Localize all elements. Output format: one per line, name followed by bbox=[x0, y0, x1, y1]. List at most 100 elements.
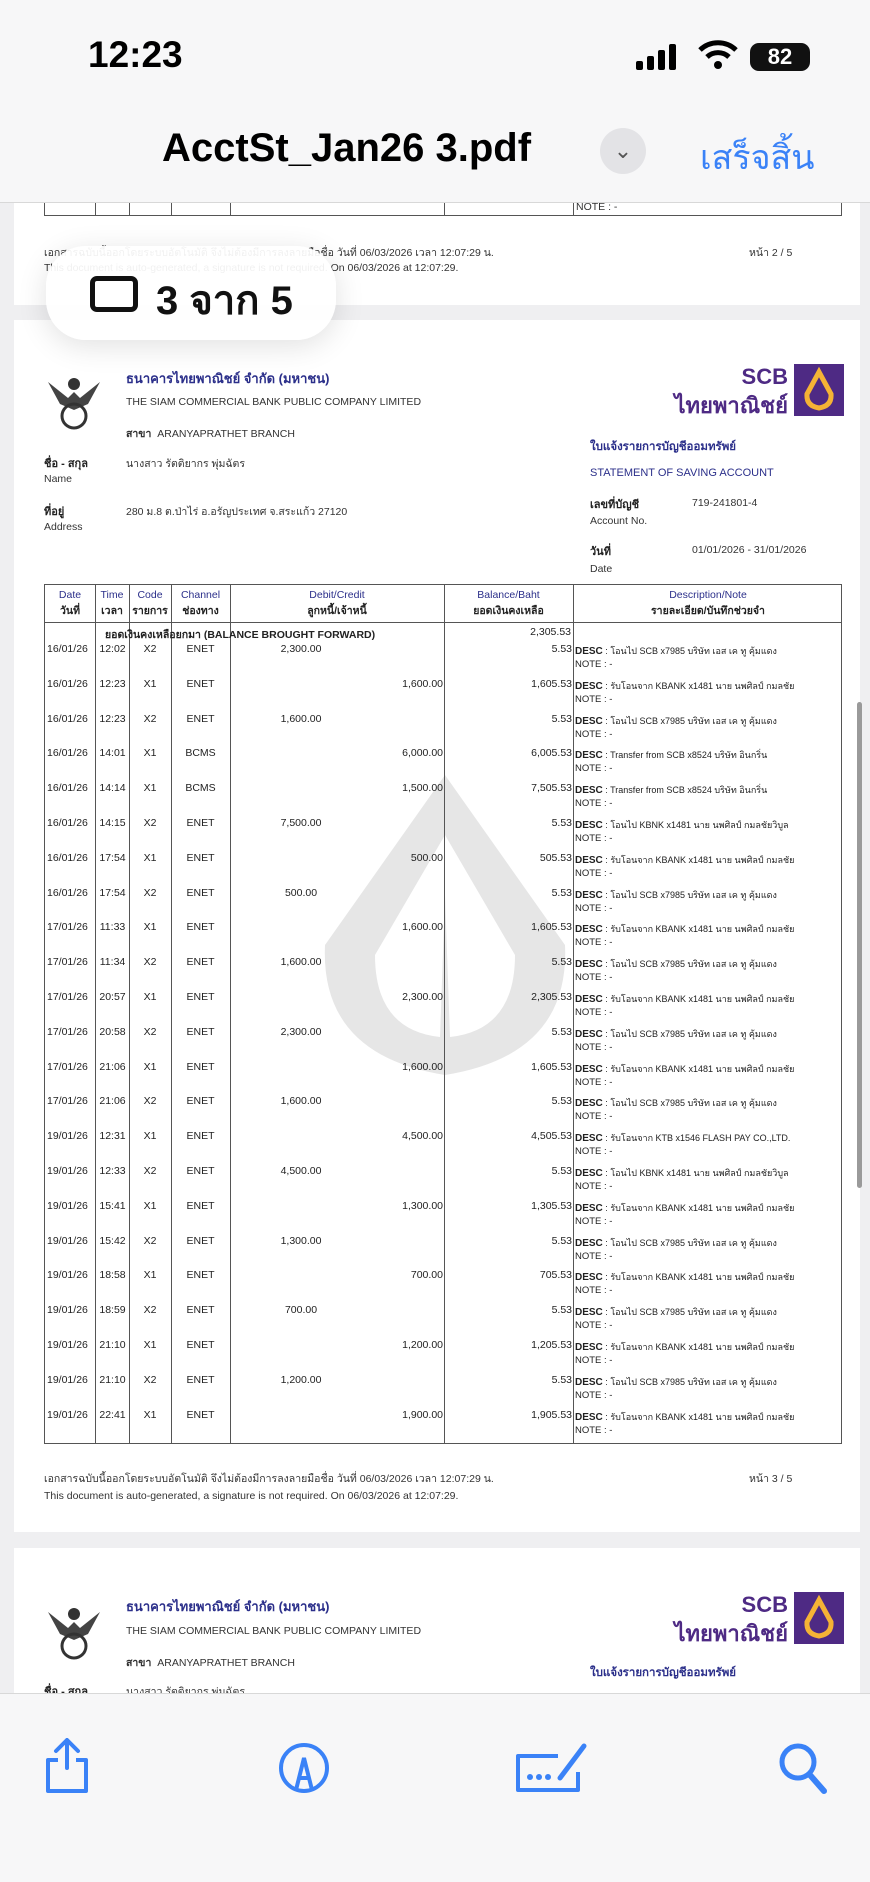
credit-cell: 1,500.00 bbox=[402, 782, 443, 795]
note-cell: NOTE : - bbox=[575, 1389, 613, 1401]
scb-watermark-icon bbox=[324, 775, 566, 1075]
balance-cell: 5.53 bbox=[551, 1304, 572, 1317]
table-row: 16/01/26 14:15 X2 ENET 7,500.00 5.53 DESC : โอ… bbox=[45, 815, 843, 850]
note-cell: NOTE : - bbox=[575, 902, 613, 914]
table-row: 16/01/26 12:23 X1 ENET 1,600.00 1,605.53 DESC … bbox=[45, 676, 843, 711]
scb-leaf-icon bbox=[794, 364, 844, 416]
note-cell: NOTE : - bbox=[575, 1285, 613, 1297]
description-cell: DESC : โอนไป SCB x7985 บริษัท เอส เค ทู … bbox=[575, 1237, 777, 1249]
page-number: หน้า 2 / 5 bbox=[749, 247, 793, 259]
date-cell: 19/01/26 bbox=[47, 1304, 88, 1317]
balance-cell: 1,605.53 bbox=[531, 677, 572, 690]
account-number: 719-241801-4 bbox=[692, 497, 758, 509]
scb-logo: SCB ไทยพาณิชย์ bbox=[674, 364, 844, 418]
description-cell: DESC : รับโอนจาก KBANK x1481 นาย นพศิลป์… bbox=[575, 854, 795, 866]
date-cell: 16/01/26 bbox=[47, 747, 88, 760]
time-cell: 17:54 bbox=[99, 886, 126, 899]
fill-sign-icon[interactable] bbox=[514, 1742, 590, 1794]
transaction-table: Date วันที่ Time เวลา Code รายการ Channel ช่องท… bbox=[44, 584, 842, 1444]
note-cell: NOTE : - bbox=[575, 937, 613, 949]
time-cell: 21:06 bbox=[99, 1095, 126, 1108]
balance-cell: 5.53 bbox=[551, 643, 572, 655]
code-cell: X2 bbox=[143, 712, 157, 725]
note-cell: NOTE : - bbox=[575, 1320, 613, 1332]
time-cell: 21:10 bbox=[99, 1339, 126, 1351]
description-cell: DESC : โอนไป SCB x7985 บริษัท เอส เค ทู … bbox=[575, 646, 777, 657]
code-cell: X2 bbox=[143, 643, 157, 655]
credit-cell: 1,200.00 bbox=[402, 1339, 443, 1351]
date-cell: 19/01/26 bbox=[47, 1130, 88, 1143]
chevron-down-icon[interactable]: ⌄ bbox=[600, 128, 646, 174]
time-cell: 20:58 bbox=[99, 1025, 126, 1038]
column-header-th: รายละเอียด/บันทึกช่วยจำ bbox=[651, 605, 765, 617]
note-cell: NOTE : - bbox=[575, 1111, 613, 1123]
sidebar-icon bbox=[90, 276, 138, 312]
name-label-th: ชื่อ - สกุล bbox=[44, 458, 88, 470]
column-header-en: Time bbox=[100, 589, 124, 601]
code-cell: X2 bbox=[143, 886, 157, 899]
balance-cell: 5.53 bbox=[551, 886, 572, 899]
table-row: 16/01/26 12:23 X2 ENET 1,600.00 5.53 DESC : โอ… bbox=[45, 711, 843, 746]
description-cell: DESC : โอนไป KBNK x1481 นาย นพศิลป์ กมลช… bbox=[575, 820, 789, 831]
description-cell: DESC : Transfer from SCB x8524 บริษัท อิ… bbox=[575, 750, 768, 762]
time-cell: 11:34 bbox=[99, 956, 126, 969]
time-cell: 15:42 bbox=[99, 1234, 126, 1247]
date-label-en: Date bbox=[590, 563, 613, 575]
search-icon[interactable] bbox=[778, 1742, 830, 1796]
debit-cell: 7,500.00 bbox=[280, 817, 322, 829]
description-cell: DESC : รับโอนจาก KBANK x1481 นาย นพศิลป์… bbox=[575, 1342, 795, 1353]
column-header-th: ลูกหนี้/เจ้าหนี้ bbox=[307, 605, 367, 617]
document-title[interactable]: AcctSt_Jan26 3.pdf bbox=[162, 126, 532, 170]
channel-cell: ENET bbox=[186, 677, 215, 690]
column-header-th: ช่องทาง bbox=[182, 605, 219, 617]
scrollbar[interactable] bbox=[857, 702, 862, 1188]
description-cell: DESC : Transfer from SCB x8524 บริษัท อิ… bbox=[575, 785, 768, 797]
debit-cell: 500.00 bbox=[284, 886, 318, 899]
done-button[interactable]: เสร็จสิ้น bbox=[700, 139, 815, 177]
balance-cell: 6,005.53 bbox=[531, 747, 572, 760]
share-icon[interactable] bbox=[42, 1738, 92, 1794]
note-cell: NOTE : - bbox=[575, 1355, 613, 1366]
table-row: 17/01/26 20:58 X2 ENET 2,300.00 5.53 DESC : โอ… bbox=[45, 1024, 843, 1059]
table-row: 19/01/26 21:10 X2 ENET 1,200.00 5.53 DESC : โอ… bbox=[45, 1372, 843, 1407]
note-cell: NOTE : - bbox=[575, 798, 613, 810]
time-cell: 18:59 bbox=[99, 1304, 126, 1317]
name-label-en: Name bbox=[44, 473, 73, 485]
time-cell: 14:01 bbox=[99, 747, 126, 760]
column-header-en: Date bbox=[58, 589, 82, 601]
date-cell: 19/01/26 bbox=[47, 1199, 88, 1212]
table-row: 17/01/26 11:33 X1 ENET 1,600.00 1,605.53 DESC … bbox=[45, 919, 843, 954]
table-row: 19/01/26 15:42 X2 ENET 1,300.00 5.53 DESC : โอ… bbox=[45, 1233, 843, 1268]
note-cell: NOTE : - bbox=[575, 1215, 613, 1227]
wifi-icon bbox=[698, 40, 738, 69]
note-cell: NOTE : - bbox=[575, 1250, 613, 1262]
page-indicator[interactable]: 3 จาก 5 bbox=[46, 246, 336, 340]
time-cell: 12:23 bbox=[99, 677, 126, 690]
note-cell: NOTE : - bbox=[575, 659, 613, 670]
date-cell: 17/01/26 bbox=[47, 1025, 88, 1038]
customer-address: 280 ม.8 ต.ป่าไร่ อ.อรัญประเทศ จ.สระแก้ว … bbox=[126, 506, 348, 518]
balance-cell: 1,605.53 bbox=[531, 921, 572, 934]
code-cell: X1 bbox=[143, 991, 157, 1003]
credit-cell: 6,000.00 bbox=[402, 747, 443, 760]
code-cell: X1 bbox=[143, 782, 157, 795]
channel-cell: ENET bbox=[186, 712, 215, 725]
debit-cell: 1,200.00 bbox=[280, 1373, 322, 1386]
debit-cell: 700.00 bbox=[284, 1304, 318, 1317]
statement-period: 01/01/2026 - 31/01/2026 bbox=[692, 544, 807, 556]
channel-cell: ENET bbox=[186, 817, 215, 829]
credit-cell: 2,300.00 bbox=[402, 991, 443, 1003]
time-cell: 14:15 bbox=[99, 817, 126, 829]
channel-cell: ENET bbox=[186, 1234, 215, 1247]
table-row: 19/01/26 12:33 X2 ENET 4,500.00 5.53 DESC : โอ… bbox=[45, 1163, 843, 1198]
note-text: NOTE : - bbox=[576, 201, 618, 213]
account-label-th: เลขที่บัญชี bbox=[590, 499, 640, 511]
brought-forward-label: ยอดเงินคงเหลือยกมา (BALANCE BROUGHT FORW… bbox=[105, 629, 376, 641]
channel-cell: ENET bbox=[186, 1025, 215, 1038]
markup-icon[interactable] bbox=[278, 1742, 330, 1794]
time-cell: 22:41 bbox=[99, 1408, 126, 1421]
credit-cell: 500.00 bbox=[410, 851, 443, 864]
date-cell: 17/01/26 bbox=[47, 1095, 88, 1108]
balance-cell: 5.53 bbox=[551, 1025, 572, 1038]
description-cell: DESC : โอนไป SCB x7985 บริษัท เอส เค ทู … bbox=[575, 1028, 777, 1040]
